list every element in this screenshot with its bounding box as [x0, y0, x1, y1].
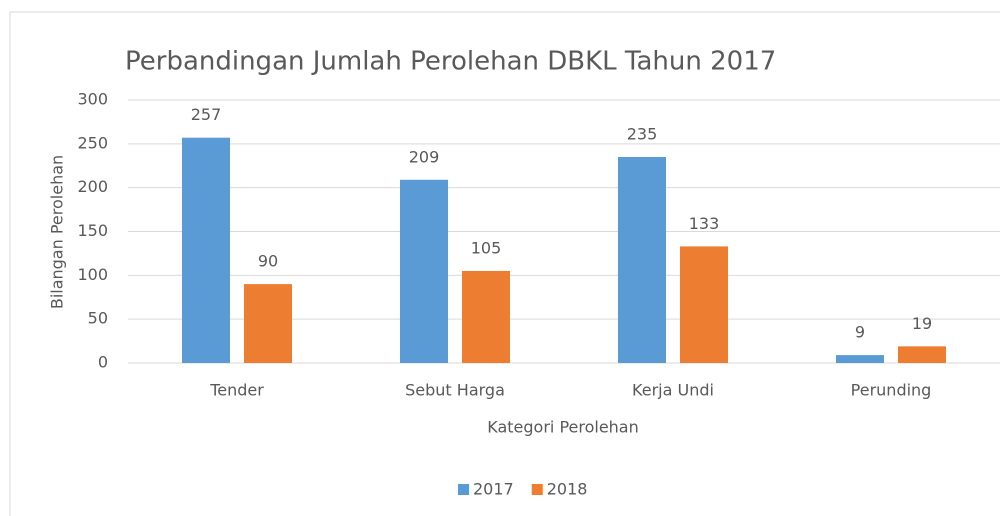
- chart-title: Perbandingan Jumlah Perolehan DBKL Tahun…: [125, 47, 776, 77]
- chart-border: [9, 11, 1000, 516]
- y-tick-label: 250: [77, 133, 108, 152]
- x-tick-label: Tender: [209, 381, 264, 400]
- bar: [618, 156, 666, 363]
- data-label: 257: [191, 105, 222, 124]
- bar: [400, 179, 448, 363]
- data-label: 133: [689, 214, 720, 233]
- y-tick-label: 50: [88, 309, 108, 328]
- bar: [836, 355, 884, 363]
- y-tick-label: 150: [77, 221, 108, 240]
- y-tick-label: 100: [77, 265, 108, 284]
- legend-label: 2017: [473, 480, 514, 499]
- bar: [462, 270, 510, 363]
- bar: [680, 246, 728, 363]
- legend-swatch: [458, 484, 469, 495]
- bar: [898, 346, 946, 363]
- data-label: 9: [855, 323, 865, 342]
- y-axis-label: Bilangan Perolehan: [48, 155, 67, 309]
- legend-label: 2018: [547, 480, 588, 499]
- x-tick-label: Kerja Undi: [632, 381, 714, 400]
- y-tick-label: 200: [77, 177, 108, 196]
- x-axis-label: Kategori Perolehan: [487, 418, 639, 437]
- data-label: 209: [409, 147, 440, 166]
- data-label: 105: [471, 238, 502, 257]
- data-label: 19: [912, 314, 932, 333]
- bar: [244, 284, 292, 363]
- legend-swatch: [531, 484, 543, 495]
- y-tick-label: 300: [77, 90, 108, 109]
- x-tick-label: Perunding: [851, 381, 932, 400]
- y-tick-label: 0: [98, 353, 108, 372]
- x-tick-label: Sebut Harga: [405, 381, 505, 400]
- data-label: 235: [627, 124, 658, 143]
- bar: [182, 137, 230, 363]
- data-label: 90: [258, 252, 278, 271]
